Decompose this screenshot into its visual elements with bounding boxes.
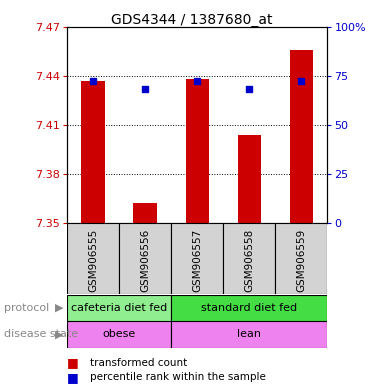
Text: lean: lean xyxy=(237,329,261,339)
Text: transformed count: transformed count xyxy=(90,358,187,368)
Text: cafeteria diet fed: cafeteria diet fed xyxy=(71,303,167,313)
Text: standard diet fed: standard diet fed xyxy=(201,303,297,313)
Text: ■: ■ xyxy=(67,356,79,369)
Text: GSM906556: GSM906556 xyxy=(140,228,150,292)
Text: GSM906555: GSM906555 xyxy=(88,228,98,292)
Text: disease state: disease state xyxy=(4,329,78,339)
Text: protocol: protocol xyxy=(4,303,49,313)
Text: GDS4344 / 1387680_at: GDS4344 / 1387680_at xyxy=(111,13,272,27)
Bar xyxy=(133,203,157,223)
Text: percentile rank within the sample: percentile rank within the sample xyxy=(90,372,266,382)
Bar xyxy=(67,321,171,348)
Bar xyxy=(119,223,171,294)
Bar xyxy=(185,79,209,223)
Text: GSM906559: GSM906559 xyxy=(296,228,306,292)
Text: ▶: ▶ xyxy=(55,329,63,339)
Bar xyxy=(237,134,261,223)
Bar xyxy=(171,223,223,294)
Bar xyxy=(81,81,105,223)
Bar xyxy=(223,223,275,294)
Text: ▶: ▶ xyxy=(55,303,63,313)
Bar xyxy=(171,295,327,321)
Bar xyxy=(67,295,171,321)
Bar xyxy=(67,223,119,294)
Bar xyxy=(275,223,327,294)
Text: GSM906557: GSM906557 xyxy=(192,228,202,292)
Bar xyxy=(171,321,327,348)
Text: ■: ■ xyxy=(67,371,79,384)
Bar xyxy=(290,50,313,223)
Text: GSM906558: GSM906558 xyxy=(244,228,254,292)
Text: obese: obese xyxy=(103,329,136,339)
